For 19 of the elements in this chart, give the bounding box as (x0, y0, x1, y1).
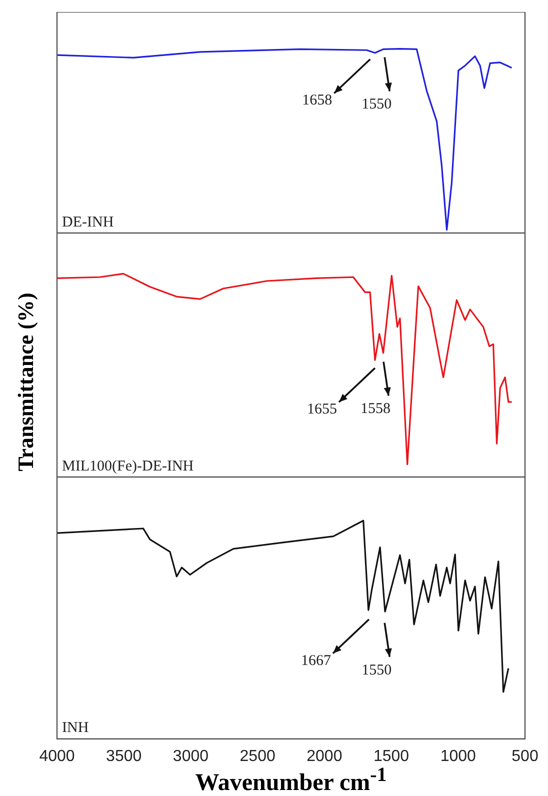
text: DE-INH (62, 214, 114, 230)
x-tick-label: 500 (512, 748, 538, 765)
y-axis-title: Transmittance (%) (13, 292, 39, 472)
x-tick-label: 1000 (440, 748, 476, 765)
text: MIL100(Fe)-DE-INH (62, 458, 194, 474)
annotation: 1655 (306, 402, 337, 418)
x-tick-label: 2000 (306, 748, 342, 765)
x-tick-label: 1500 (373, 748, 410, 765)
annotation: 1658 (302, 92, 332, 109)
x-axis-title: Wavenumber cm$^{-1}$ (195, 764, 387, 796)
annotation: 1550 (362, 662, 392, 678)
x-tick-label: 2500 (240, 748, 276, 765)
x-tick-label: 3500 (106, 748, 142, 765)
text: INH (62, 720, 89, 736)
x-tick-label: 4000 (39, 748, 75, 765)
annotation: 1550 (362, 96, 392, 113)
annotation: 1667 (300, 652, 332, 669)
x-tick-label: 3000 (172, 748, 209, 765)
annotation: 1558 (360, 401, 391, 418)
